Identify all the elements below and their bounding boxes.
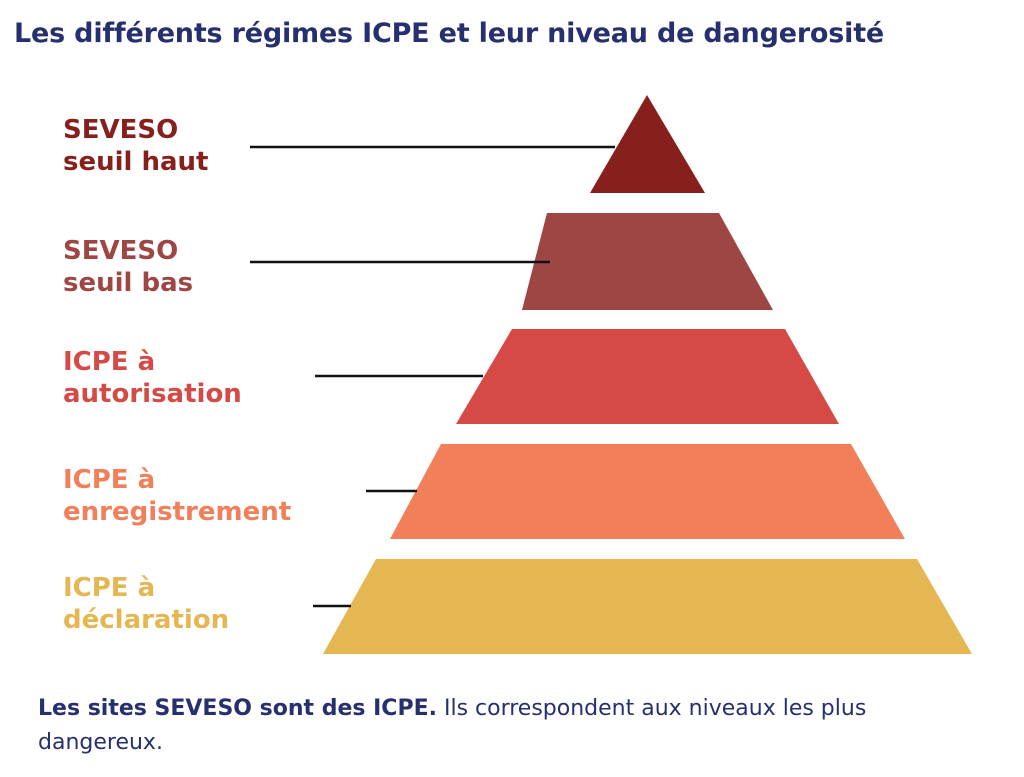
level-label-line2: déclaration [63,605,230,635]
level-label-icpe-autorisation: ICPE à autorisation [63,346,242,410]
level-label-seveso-seuil-haut: SEVESO seuil haut [63,114,209,178]
pyramid-tier-seveso-seuil-haut [590,95,705,193]
level-label-line1: SEVESO [63,236,179,266]
footer-bold-text: Les sites SEVESO sont des ICPE. [38,696,437,721]
pyramid-tier-seveso-seuil-bas [522,213,773,310]
page-title: Les différents régimes ICPE et leur nive… [14,18,885,49]
pyramid-tier-icpe-autorisation [456,329,839,424]
footer-note: Les sites SEVESO sont des ICPE. Ils corr… [38,692,998,760]
level-label-line2: seuil haut [63,147,209,177]
pyramid-tier-icpe-enregistrement [390,444,905,539]
level-label-line1: SEVESO [63,115,179,145]
footer-text: Ils correspondent aux niveaux les plus d… [38,696,867,755]
level-label-line1: ICPE à [63,573,156,603]
level-label-line2: seuil bas [63,268,194,298]
level-label-line2: enregistrement [63,497,292,527]
level-label-line2: autorisation [63,379,242,409]
level-label-seveso-seuil-bas: SEVESO seuil bas [63,235,193,299]
pyramid-tier-icpe-declaration [323,559,972,654]
level-label-icpe-enregistrement: ICPE à enregistrement [63,464,291,528]
level-label-line1: ICPE à [63,347,156,377]
level-label-line1: ICPE à [63,465,156,495]
level-label-icpe-declaration: ICPE à déclaration [63,572,229,636]
